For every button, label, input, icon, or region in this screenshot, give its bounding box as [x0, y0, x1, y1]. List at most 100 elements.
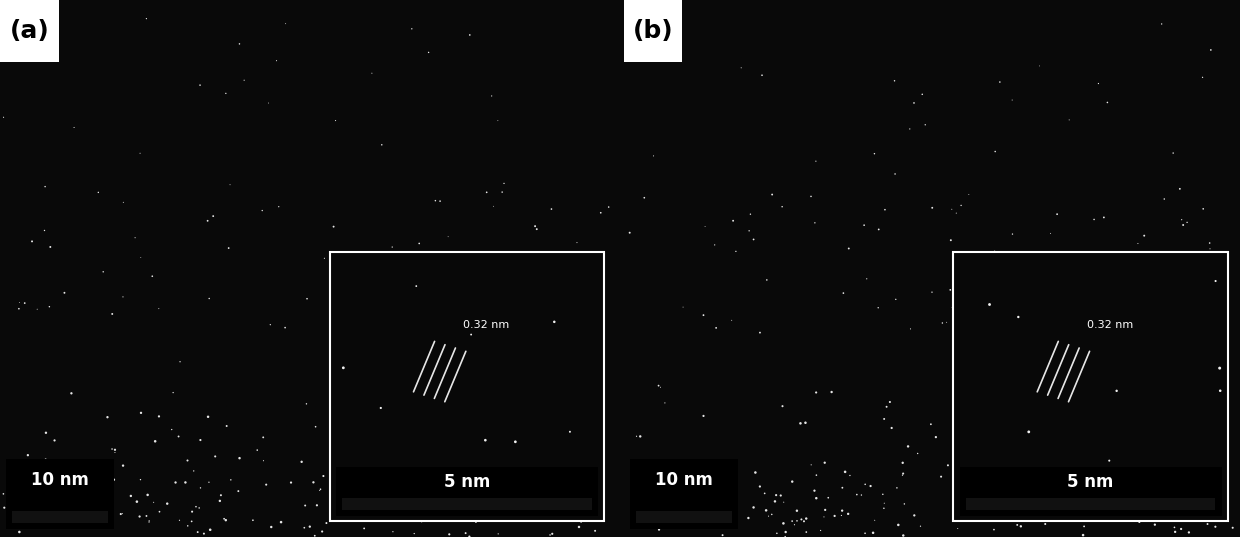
Point — [815, 506, 835, 514]
Point — [460, 31, 480, 39]
Point — [492, 188, 512, 197]
Point — [773, 402, 792, 410]
Point — [36, 455, 56, 464]
Bar — [330, 252, 604, 521]
Point — [722, 316, 742, 324]
Point — [197, 216, 217, 225]
Point — [35, 226, 55, 235]
Point — [177, 456, 197, 465]
Point — [229, 40, 249, 48]
Point — [104, 475, 124, 484]
Point — [412, 518, 432, 526]
Point — [166, 478, 186, 487]
Point — [383, 527, 403, 536]
Point — [1017, 517, 1037, 525]
Point — [756, 506, 776, 514]
Point — [838, 244, 858, 253]
Point — [1059, 115, 1079, 124]
Point — [676, 475, 696, 484]
Point — [635, 193, 655, 202]
Point — [113, 461, 133, 470]
Point — [852, 491, 872, 499]
Point — [910, 522, 930, 531]
Point — [785, 520, 805, 529]
Point — [885, 295, 905, 303]
Point — [1169, 185, 1189, 193]
Point — [1193, 73, 1213, 82]
Bar — [624, 0, 682, 62]
Point — [63, 487, 83, 495]
Point — [1152, 20, 1172, 28]
Point — [1003, 230, 1023, 238]
Point — [759, 512, 779, 520]
Point — [221, 180, 241, 189]
Point — [832, 511, 852, 520]
Point — [439, 530, 459, 537]
Point — [921, 420, 941, 429]
Point — [66, 473, 86, 481]
Point — [487, 117, 507, 125]
Point — [1154, 195, 1174, 204]
Point — [884, 76, 904, 85]
Point — [913, 90, 932, 99]
Bar — [336, 467, 598, 516]
Bar — [960, 467, 1221, 516]
Point — [308, 501, 327, 510]
Point — [713, 531, 733, 537]
Point — [198, 412, 218, 421]
Point — [585, 526, 605, 535]
Point — [40, 302, 60, 311]
Point — [880, 398, 900, 407]
Point — [832, 483, 852, 492]
Point — [718, 459, 738, 468]
Point — [753, 71, 773, 79]
Point — [744, 235, 764, 244]
Point — [542, 205, 562, 213]
Point — [875, 205, 895, 214]
Point — [409, 239, 429, 248]
Point — [1210, 364, 1230, 373]
Point — [304, 478, 324, 487]
Point — [693, 311, 713, 320]
Point — [1100, 456, 1120, 465]
Point — [1084, 215, 1104, 224]
Point — [756, 275, 776, 284]
Point — [1200, 244, 1220, 253]
Point — [822, 388, 842, 396]
Point — [693, 412, 713, 420]
Point — [243, 516, 263, 525]
Point — [27, 305, 47, 314]
Point — [874, 499, 894, 507]
Point — [191, 484, 211, 492]
Point — [170, 516, 190, 525]
Point — [856, 480, 875, 489]
Point — [55, 288, 74, 297]
Point — [765, 497, 785, 506]
Point — [102, 445, 122, 453]
Point — [861, 482, 880, 490]
Point — [47, 499, 67, 507]
Point — [791, 515, 811, 524]
Point — [636, 494, 656, 502]
Point — [247, 446, 267, 454]
Point — [542, 529, 562, 537]
Point — [1107, 387, 1127, 395]
Point — [262, 523, 281, 531]
Point — [766, 491, 786, 499]
Point — [631, 502, 651, 511]
Point — [806, 388, 826, 397]
Point — [0, 510, 20, 518]
Point — [787, 506, 807, 515]
Point — [702, 494, 722, 502]
Point — [11, 476, 31, 485]
Text: 5 nm: 5 nm — [1068, 473, 1114, 491]
Point — [125, 234, 145, 242]
Point — [1172, 215, 1192, 224]
Point — [17, 451, 37, 460]
Point — [60, 501, 79, 510]
Point — [74, 477, 94, 485]
Point — [893, 531, 913, 537]
Point — [703, 502, 723, 510]
Point — [1007, 520, 1027, 529]
Point — [291, 458, 311, 466]
